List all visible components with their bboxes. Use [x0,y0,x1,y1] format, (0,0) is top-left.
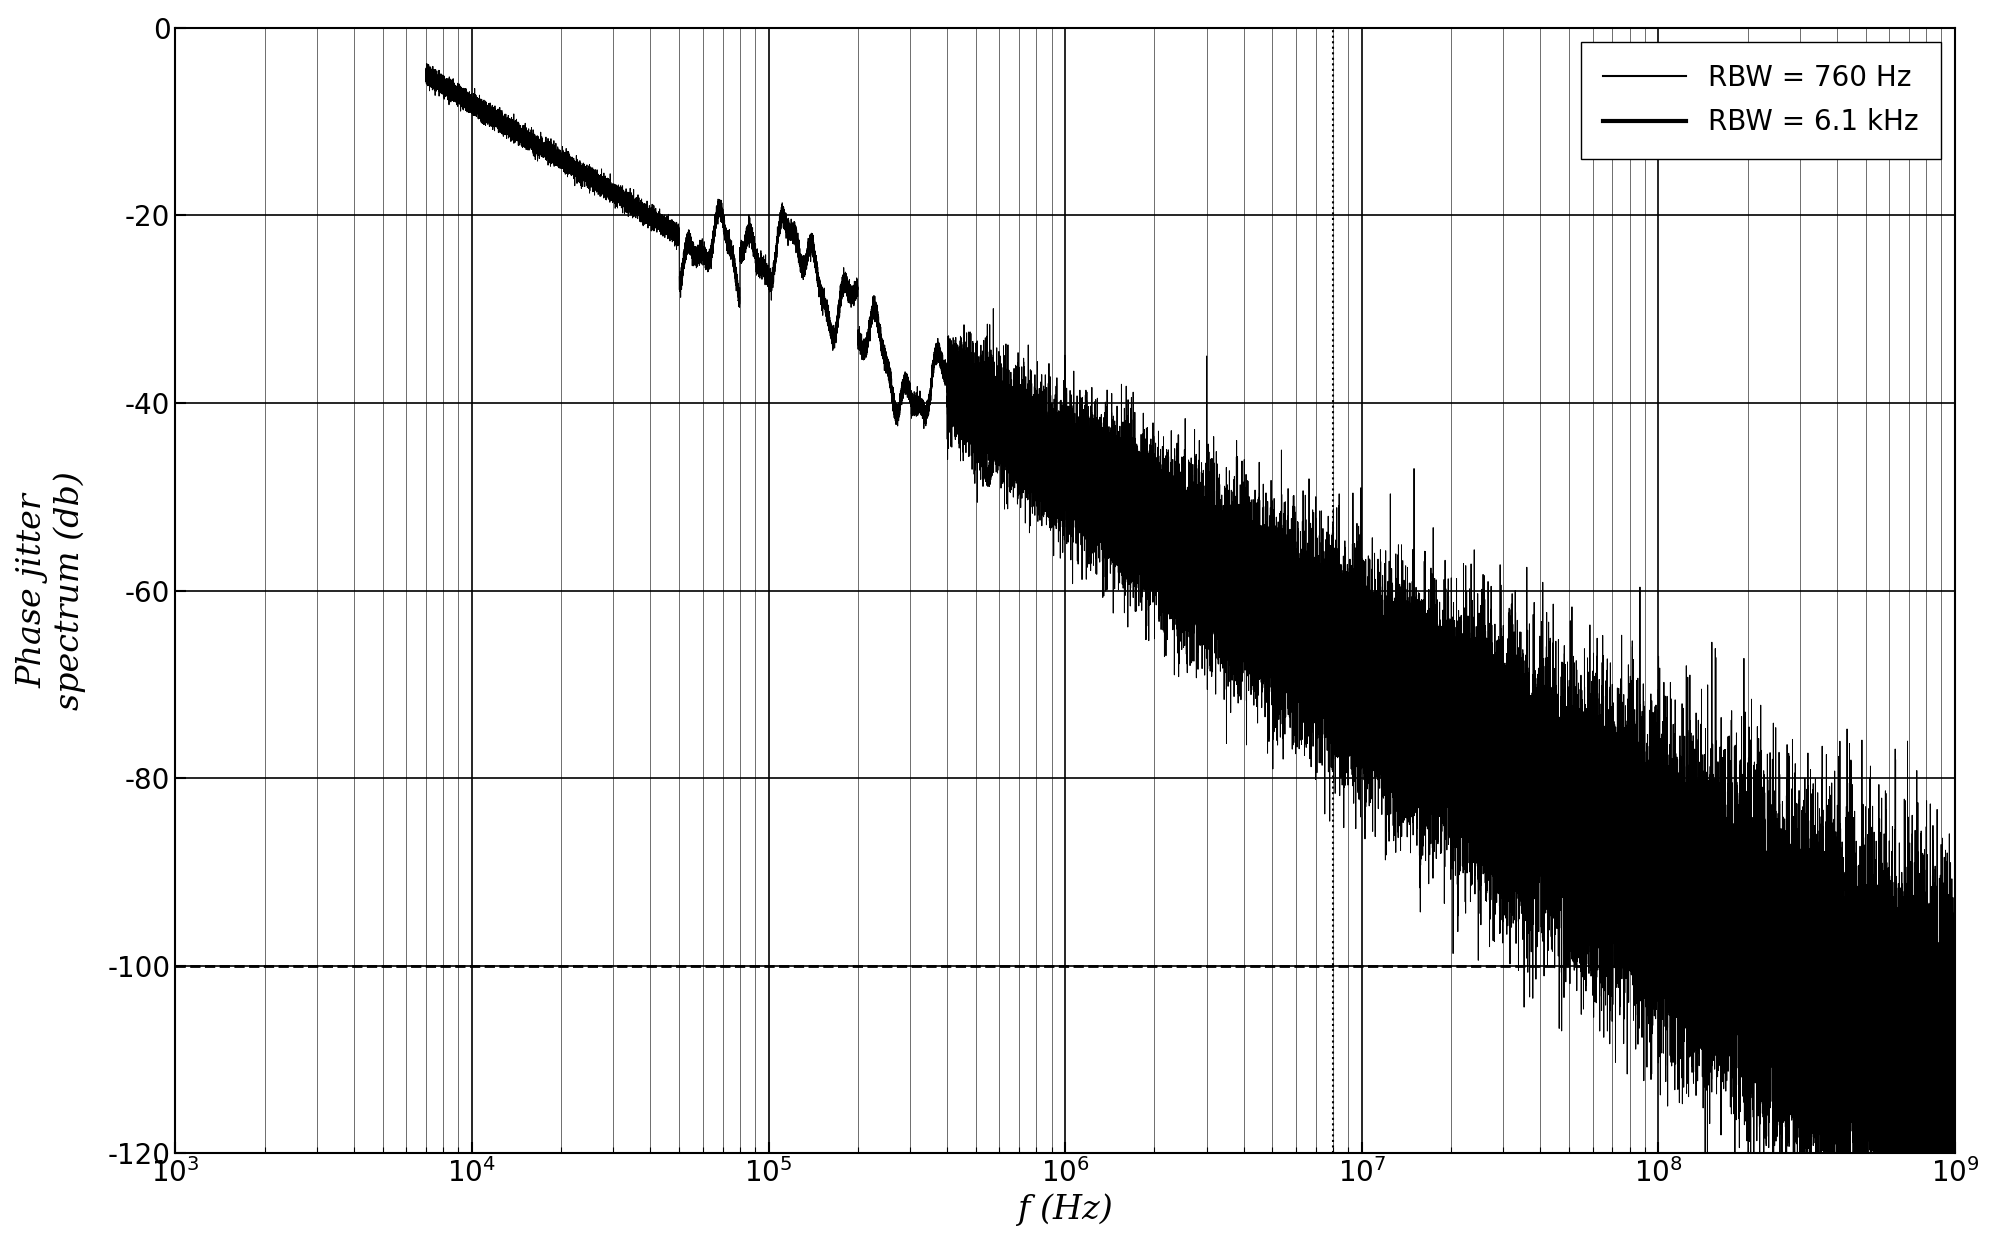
RBW = 760 Hz [413,61,437,76]
RBW = 6.1 kHz [1629,878,1653,892]
RBW = 6.1 kHz [982,378,1006,393]
RBW = 760 Hz [527,139,551,154]
RBW = 6.1 kHz [1188,568,1212,583]
RBW = 6.1 kHz [1693,1146,1717,1161]
RBW = 6.1 kHz [1251,643,1275,658]
X-axis label: f (Hz): f (Hz) [1018,1193,1114,1227]
RBW = 6.1 kHz [982,301,1006,316]
RBW = 760 Hz [663,227,687,242]
RBW = 760 Hz [936,372,960,387]
RBW = 760 Hz [499,134,523,149]
RBW = 760 Hz [415,56,439,71]
RBW = 760 Hz [1257,614,1281,629]
Y-axis label: Phase jitter
spectrum (db): Phase jitter spectrum (db) [16,471,86,710]
RBW = 6.1 kHz [1798,1080,1822,1095]
RBW = 6.1 kHz [1942,1139,1966,1154]
Line: RBW = 760 Hz: RBW = 760 Hz [425,63,1273,622]
RBW = 760 Hz [1178,549,1202,564]
RBW = 6.1 kHz [952,406,976,421]
RBW = 760 Hz [1261,599,1285,614]
RBW = 6.1 kHz [936,355,960,370]
Legend: RBW = 760 Hz, RBW = 6.1 kHz: RBW = 760 Hz, RBW = 6.1 kHz [1581,41,1942,159]
RBW = 760 Hz [649,220,673,235]
Line: RBW = 6.1 kHz: RBW = 6.1 kHz [948,308,1954,1154]
